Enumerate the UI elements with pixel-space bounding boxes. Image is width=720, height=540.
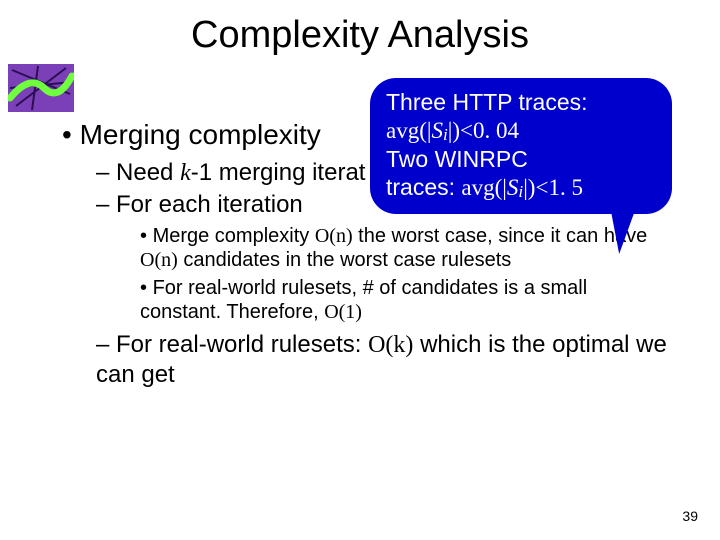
bullet-lvl2-c: For real-world rulesets: O(k) which is t… — [96, 330, 672, 390]
var-k: k — [180, 160, 191, 186]
callout-line4: traces: avg(|Si|)<1. 5 — [386, 173, 658, 202]
var-s: S — [507, 175, 519, 200]
t: candidates in the worst case rulesets — [178, 249, 512, 271]
callout-line1: Three HTTP traces: — [386, 88, 658, 116]
logo-icon — [8, 64, 74, 112]
callout-box: Three HTTP traces: avg(|Si|)<0. 04 Two W… — [370, 78, 672, 214]
slide-title: Complexity Analysis — [0, 14, 720, 57]
t: avg(| — [386, 118, 431, 143]
t: For each iteration — [116, 191, 303, 218]
callout-line3: Two WINRPC — [386, 145, 658, 173]
callout: Three HTTP traces: avg(|Si|)<0. 04 Two W… — [370, 78, 680, 248]
big-o: O(k) — [368, 332, 413, 358]
t: -1 merging iterat — [191, 159, 366, 186]
t: For real-world rulesets: — [116, 331, 368, 358]
big-o: O(n) — [140, 249, 178, 271]
slide-number: 39 — [682, 508, 698, 524]
t: traces: — [386, 174, 461, 200]
t: avg(| — [461, 175, 506, 200]
t: |)<0. 04 — [448, 118, 519, 143]
slide: Complexity Analysis Merging complexity N… — [0, 0, 720, 540]
t: |)<1. 5 — [523, 175, 583, 200]
big-o: O(1) — [324, 301, 362, 323]
callout-line2: avg(|Si|)<0. 04 — [386, 116, 658, 145]
var-s: S — [431, 118, 443, 143]
t: For real-world rulesets, # of candidates… — [140, 277, 587, 323]
callout-tail-icon — [603, 200, 639, 254]
lvl1-text: Merging complexity — [80, 119, 321, 150]
t: Merge complexity — [153, 225, 315, 247]
big-o: O(n) — [315, 225, 353, 247]
t: Need — [116, 159, 180, 186]
bullet-lvl3-b: For real-world rulesets, # of candidates… — [140, 276, 672, 324]
